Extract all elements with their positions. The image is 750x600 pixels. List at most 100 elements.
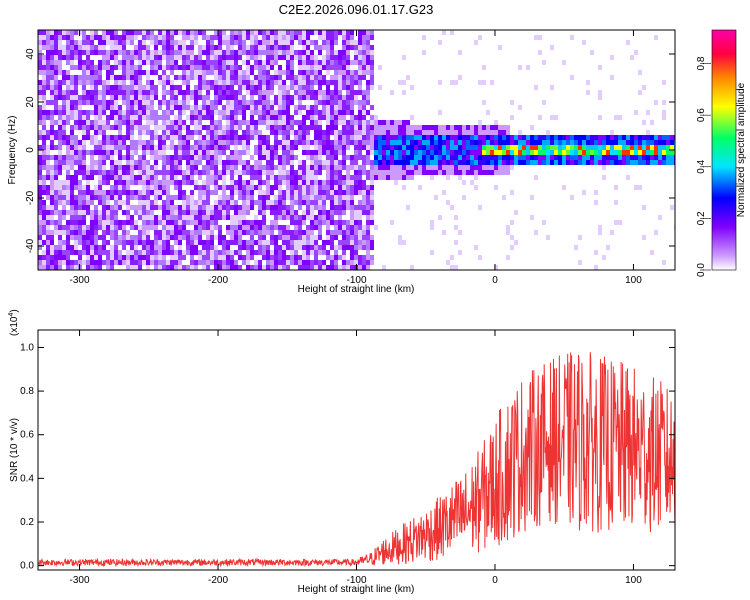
heatmap-cell xyxy=(410,155,414,160)
heatmap-cell xyxy=(162,120,166,125)
heatmap-cell xyxy=(494,265,498,270)
heatmap-cell xyxy=(122,230,126,235)
heatmap-cell xyxy=(106,230,110,235)
heatmap-cell xyxy=(482,165,486,170)
heatmap-cell xyxy=(538,50,542,55)
heatmap-cell xyxy=(222,140,226,145)
heatmap-cell xyxy=(578,150,582,155)
heatmap-cell xyxy=(222,215,226,220)
heatmap-cell xyxy=(50,175,54,180)
heatmap-cell xyxy=(142,160,146,165)
heatmap-cell xyxy=(178,90,182,95)
heatmap-cell xyxy=(182,255,186,260)
heatmap-cell xyxy=(358,35,362,40)
heatmap-cell xyxy=(174,150,178,155)
heatmap-cell xyxy=(86,180,90,185)
heatmap-cell xyxy=(98,215,102,220)
heatmap-cell xyxy=(70,210,74,215)
heatmap-cell xyxy=(250,250,254,255)
heatmap-cell xyxy=(170,60,174,65)
heatmap-cell xyxy=(238,240,242,245)
heatmap-cell xyxy=(314,55,318,60)
heatmap-cell xyxy=(66,105,70,110)
heatmap-cell xyxy=(270,160,274,165)
heatmap-cell xyxy=(302,190,306,195)
heatmap-cell xyxy=(238,90,242,95)
heatmap-cell xyxy=(278,70,282,75)
heatmap-cell xyxy=(342,210,346,215)
heatmap-cell xyxy=(146,215,150,220)
heatmap-cell xyxy=(78,155,82,160)
heatmap-cell xyxy=(78,125,82,130)
heatmap-cell xyxy=(154,40,158,45)
heatmap-cell xyxy=(266,150,270,155)
heatmap-cell xyxy=(462,145,466,150)
heatmap-cell xyxy=(190,245,194,250)
heatmap-cell xyxy=(258,55,262,60)
heatmap-cell xyxy=(278,225,282,230)
heatmap-cell xyxy=(282,135,286,140)
heatmap-cell xyxy=(174,65,178,70)
heatmap-cell xyxy=(126,220,130,225)
heatmap-cell xyxy=(254,35,258,40)
snr-x-ticks: -300 -200 -100 0 100 xyxy=(70,330,642,586)
heatmap-cell xyxy=(106,135,110,140)
heatmap-cell xyxy=(158,245,162,250)
heatmap-cell xyxy=(38,265,42,270)
heatmap-cell xyxy=(330,235,334,240)
heatmap-cell xyxy=(282,170,286,175)
heatmap-cell xyxy=(170,265,174,270)
heatmap-cell xyxy=(322,210,326,215)
heatmap-cell xyxy=(338,230,342,235)
heatmap-cell xyxy=(54,50,58,55)
heatmap-cell xyxy=(358,235,362,240)
heatmap-cell xyxy=(214,215,218,220)
heatmap-cell xyxy=(314,225,318,230)
heatmap-cell xyxy=(94,185,98,190)
heatmap-cell xyxy=(206,255,210,260)
heatmap-cell xyxy=(302,115,306,120)
heatmap-cell xyxy=(618,140,622,145)
heatmap-cell xyxy=(454,125,458,130)
heatmap-cell xyxy=(126,200,130,205)
heatmap-cell xyxy=(46,150,50,155)
heatmap-cell xyxy=(150,80,154,85)
heatmap-cell xyxy=(166,165,170,170)
heatmap-cell xyxy=(242,70,246,75)
heatmap-cell xyxy=(662,110,666,115)
heatmap-cell xyxy=(258,180,262,185)
heatmap-cell xyxy=(390,135,394,140)
heatmap-cell xyxy=(138,250,142,255)
heatmap-cell xyxy=(86,45,90,50)
spectrogram-y-label: Frequency (Hz) xyxy=(7,116,18,185)
heatmap-cell xyxy=(446,140,450,145)
heatmap-cell xyxy=(382,135,386,140)
heatmap-cell xyxy=(662,160,666,165)
heatmap-cell xyxy=(282,200,286,205)
heatmap-cell xyxy=(242,75,246,80)
heatmap-cell xyxy=(366,160,370,165)
heatmap-cell xyxy=(134,85,138,90)
heatmap-cell xyxy=(270,45,274,50)
heatmap-cell xyxy=(282,30,286,35)
heatmap-cell xyxy=(146,205,150,210)
heatmap-cell xyxy=(162,35,166,40)
heatmap-cell xyxy=(310,185,314,190)
heatmap-cell xyxy=(326,135,330,140)
heatmap-cell xyxy=(66,165,70,170)
heatmap-cell xyxy=(230,40,234,45)
heatmap-cell xyxy=(258,105,262,110)
heatmap-cell xyxy=(370,135,374,140)
heatmap-cell xyxy=(370,130,374,135)
heatmap-cell xyxy=(146,75,150,80)
heatmap-cell xyxy=(306,165,310,170)
heatmap-cell xyxy=(38,245,42,250)
heatmap-cell xyxy=(634,110,638,115)
heatmap-cell xyxy=(326,85,330,90)
heatmap-cell xyxy=(350,210,354,215)
heatmap-cell xyxy=(562,135,566,140)
heatmap-cell xyxy=(326,215,330,220)
heatmap-cell xyxy=(62,140,66,145)
heatmap-cell xyxy=(86,80,90,85)
heatmap-cell xyxy=(130,250,134,255)
